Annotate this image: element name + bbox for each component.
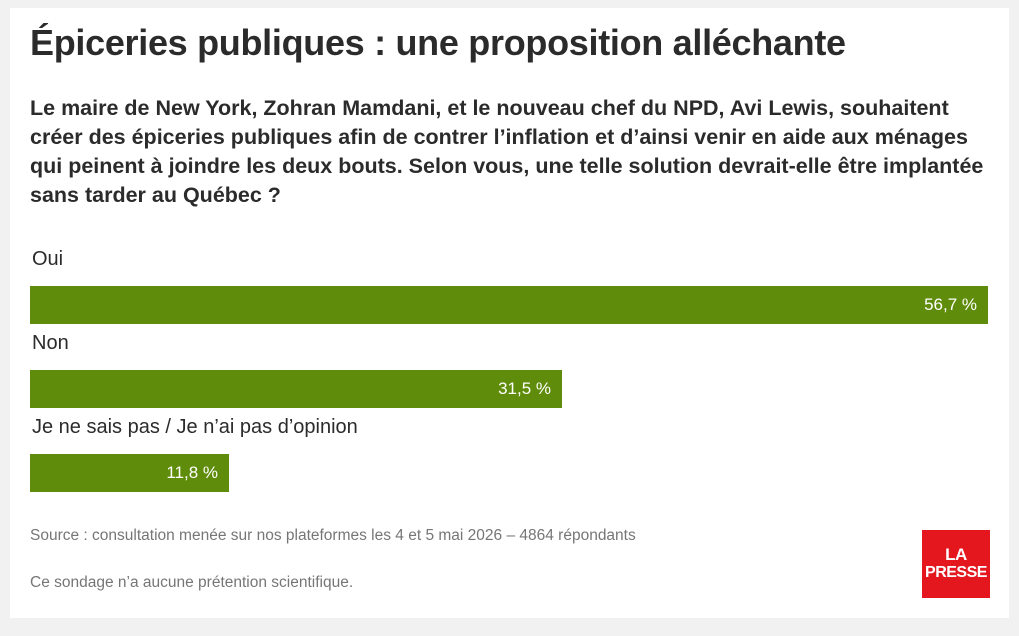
la-presse-logo: LA PRESSE xyxy=(922,530,990,598)
bar xyxy=(30,370,562,408)
category-label: Oui xyxy=(32,248,64,270)
poll-question: Le maire de New York, Zohran Mamdani, et… xyxy=(30,96,984,207)
bar-value-label: 11,8 % xyxy=(166,463,218,482)
logo-text-line1: LA xyxy=(945,545,967,564)
chart-title: Épiceries publiques : une proposition al… xyxy=(30,22,846,63)
poll-card: Épiceries publiques : une proposition al… xyxy=(10,8,1009,618)
bar xyxy=(30,454,229,492)
source-note: Source : consultation menée sur nos plat… xyxy=(30,527,636,544)
bar-value-label: 56,7 % xyxy=(924,295,977,314)
logo-text-line2: PRESSE xyxy=(925,564,987,581)
bar-value-label: 31,5 % xyxy=(498,379,551,398)
category-label: Non xyxy=(32,332,69,354)
poll-bar-chart: Oui 56,7 % Non 31,5 % Je ne sais pas / Je n’… xyxy=(30,244,990,494)
bar xyxy=(30,286,988,324)
disclaimer-note: Ce sondage n’a aucune prétention scienti… xyxy=(30,574,354,591)
category-label: Je ne sais pas / Je n’ai pas d’opinion xyxy=(32,416,358,438)
